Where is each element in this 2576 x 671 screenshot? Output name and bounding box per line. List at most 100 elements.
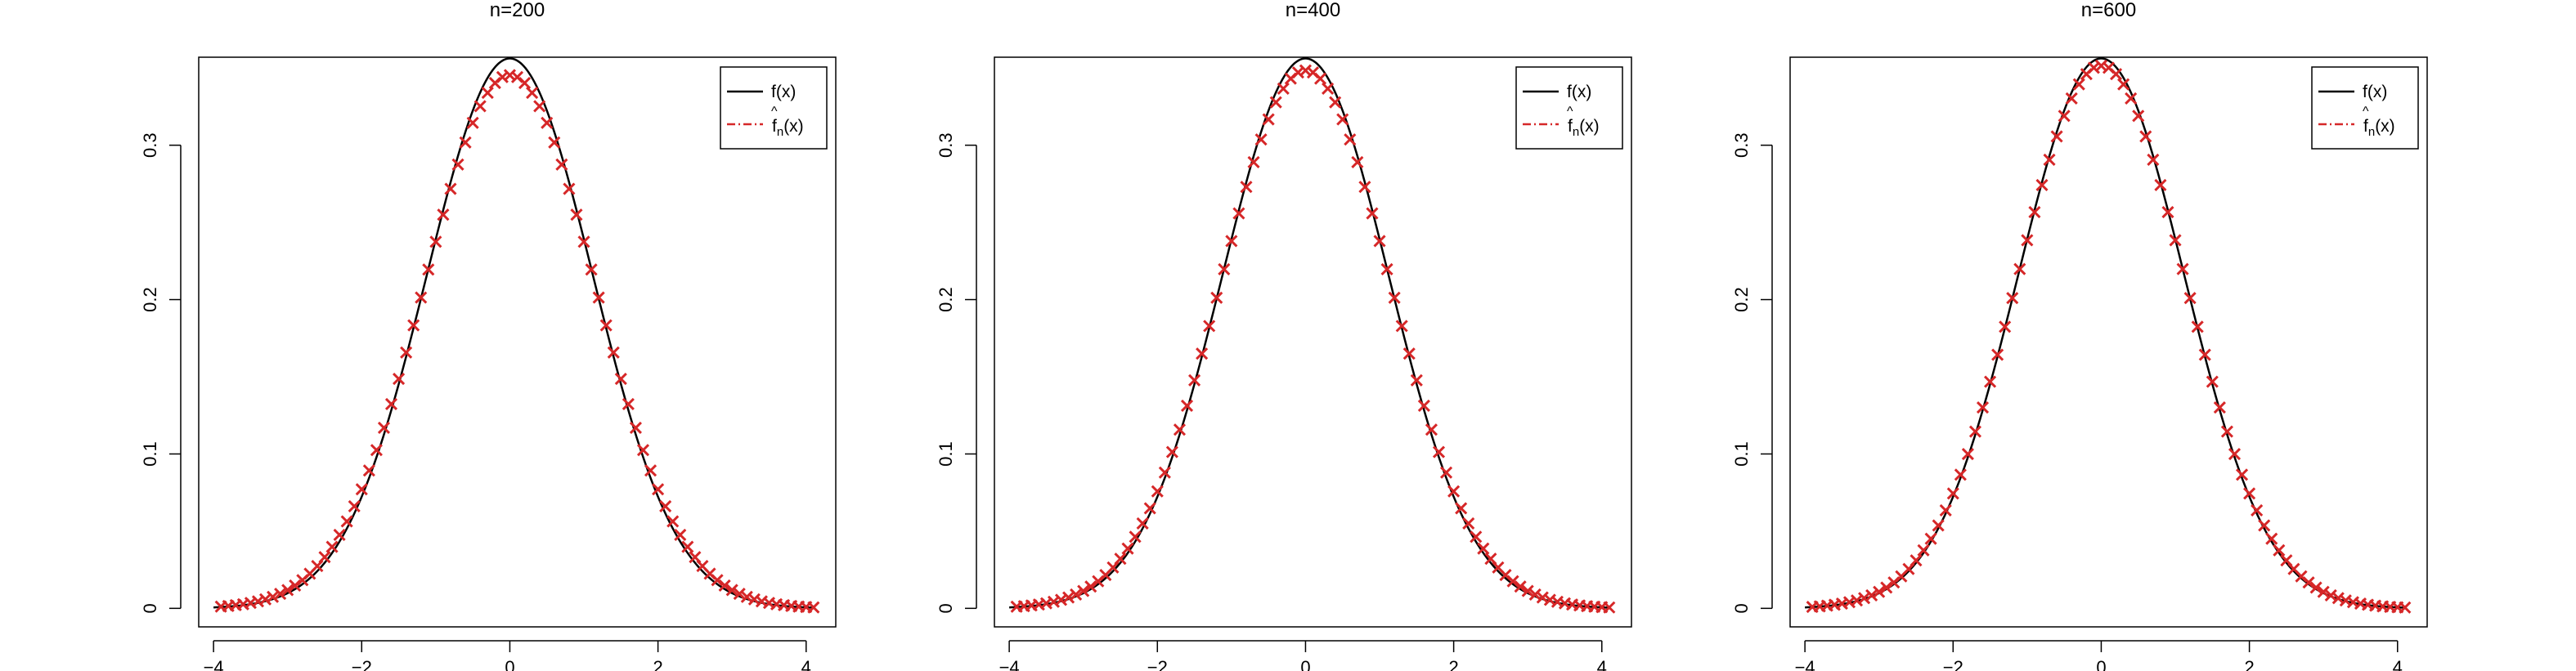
- estimate-point: [1225, 235, 1238, 248]
- estimate-point: [1873, 585, 1886, 598]
- estimate-point: [2183, 292, 2197, 305]
- legend-f-main: f: [772, 117, 777, 136]
- chart-panel-1: n=200−4 −2 0 2 400.10.20.3f(x)^ fn(x): [140, 0, 837, 671]
- legend-f-sub: n: [777, 125, 783, 139]
- estimate-point: [415, 291, 428, 304]
- estimate-point: [1410, 374, 1423, 387]
- estimate-point: [2006, 292, 2019, 305]
- y-tick-label: 0: [936, 603, 956, 613]
- legend: f(x)^ fn(x): [1515, 66, 1623, 150]
- estimate-point: [1425, 423, 1438, 436]
- estimate-point: [2132, 110, 2145, 123]
- estimate-point: [2028, 205, 2041, 219]
- estimate-point: [2265, 532, 2278, 545]
- estimate-point: [659, 499, 672, 512]
- estimate-point: [1114, 552, 1127, 566]
- estimate-point: [725, 584, 738, 597]
- estimate-point: [1129, 530, 1142, 544]
- y-tick-label: 0.1: [936, 441, 956, 467]
- estimate-point: [1373, 235, 1386, 248]
- estimate-point: [599, 319, 613, 332]
- estimate-point: [607, 346, 620, 359]
- legend-hat: ^: [2363, 105, 2369, 119]
- estimate-point: [2302, 576, 2315, 589]
- estimate-point: [2213, 400, 2226, 414]
- estimate-point: [570, 208, 583, 221]
- y-tick-label: 0.1: [1731, 441, 1752, 467]
- x-tick-label: 2: [1448, 657, 1458, 671]
- chart-title: n=600: [2081, 0, 2136, 21]
- estimate-point: [1603, 601, 1616, 614]
- estimate-point: [1165, 445, 1178, 459]
- estimate-point: [585, 263, 598, 276]
- y-tick-label: 0: [1731, 603, 1752, 613]
- estimate-point: [2154, 178, 2167, 192]
- estimate-point: [1322, 82, 1335, 95]
- chart-title: n=400: [1286, 0, 1340, 21]
- estimate-point: [1521, 584, 1534, 597]
- x-tick-label: −2: [1147, 657, 1168, 671]
- estimate-point: [555, 158, 568, 171]
- legend-f-tail: (x): [1579, 117, 1600, 136]
- estimate-point: [1439, 466, 1453, 479]
- estimate-point: [2206, 375, 2219, 388]
- estimate-point: [1218, 262, 1231, 276]
- estimate-point: [1932, 519, 1945, 532]
- estimate-point: [733, 587, 746, 601]
- estimate-point: [622, 397, 635, 410]
- x-tick-label: 2: [2244, 657, 2254, 671]
- estimate-point: [518, 77, 532, 90]
- y-tick-label: 0.3: [936, 132, 956, 158]
- plot-frame: [1789, 56, 2428, 628]
- plot-frame: [198, 56, 837, 628]
- chart-panel-2: n=400−4 −2 0 2 400.10.20.3f(x)^ fn(x): [936, 0, 1632, 671]
- estimate-point: [1946, 487, 1959, 500]
- legend-box: [720, 66, 828, 150]
- estimate-point: [2043, 153, 2056, 166]
- estimate-point: [2013, 262, 2026, 275]
- estimate-point: [2324, 588, 2337, 602]
- y-tick-label: 0.2: [140, 287, 160, 312]
- legend: f(x)^ fn(x): [720, 66, 828, 150]
- estimate-point: [2050, 130, 2063, 143]
- estimate-point: [1196, 347, 1209, 360]
- y-tick-label: 0.2: [1731, 287, 1752, 312]
- x-tick-label: 4: [1597, 657, 1607, 671]
- estimate-point: [1968, 425, 1982, 438]
- estimate-point: [2399, 601, 2412, 614]
- estimate-point: [2317, 585, 2330, 598]
- estimate-point: [1173, 423, 1187, 436]
- estimate-point: [2147, 153, 2160, 166]
- estimate-point: [1961, 447, 1974, 461]
- estimate-point: [1358, 181, 1371, 194]
- estimate-point: [2072, 78, 2085, 91]
- estimate-point: [1136, 517, 1149, 530]
- estimate-point: [1232, 207, 1245, 220]
- estimate-point: [2117, 78, 2130, 91]
- estimate-point: [2198, 348, 2211, 361]
- estimate-point: [1054, 593, 1068, 606]
- estimate-point: [459, 136, 472, 149]
- estimate-point: [2161, 205, 2174, 219]
- estimate-point: [1954, 468, 1967, 481]
- estimate-point: [355, 483, 368, 496]
- estimate-point: [1432, 445, 1446, 459]
- estimate-point: [1336, 113, 1349, 126]
- estimate-point: [1462, 517, 1475, 530]
- estimate-point: [2258, 519, 2271, 532]
- estimate-point: [614, 373, 627, 386]
- x-tick-label: 0: [505, 657, 514, 671]
- estimate-point: [1158, 466, 1171, 479]
- x-tick-label: 0: [2096, 657, 2106, 671]
- estimate-point: [1865, 588, 1878, 602]
- legend-f-tail: (x): [2375, 117, 2395, 136]
- estimate-point: [2273, 544, 2286, 557]
- estimate-point: [1984, 375, 1997, 388]
- estimate-point: [1247, 155, 1260, 168]
- estimate-point: [1269, 96, 1282, 109]
- x-tick-label: −4: [999, 657, 1020, 671]
- legend-label-fhat: ^ fn(x): [1567, 105, 1600, 139]
- estimate-point: [1528, 588, 1542, 602]
- estimate-point: [1976, 400, 1990, 414]
- estimate-point: [393, 373, 406, 386]
